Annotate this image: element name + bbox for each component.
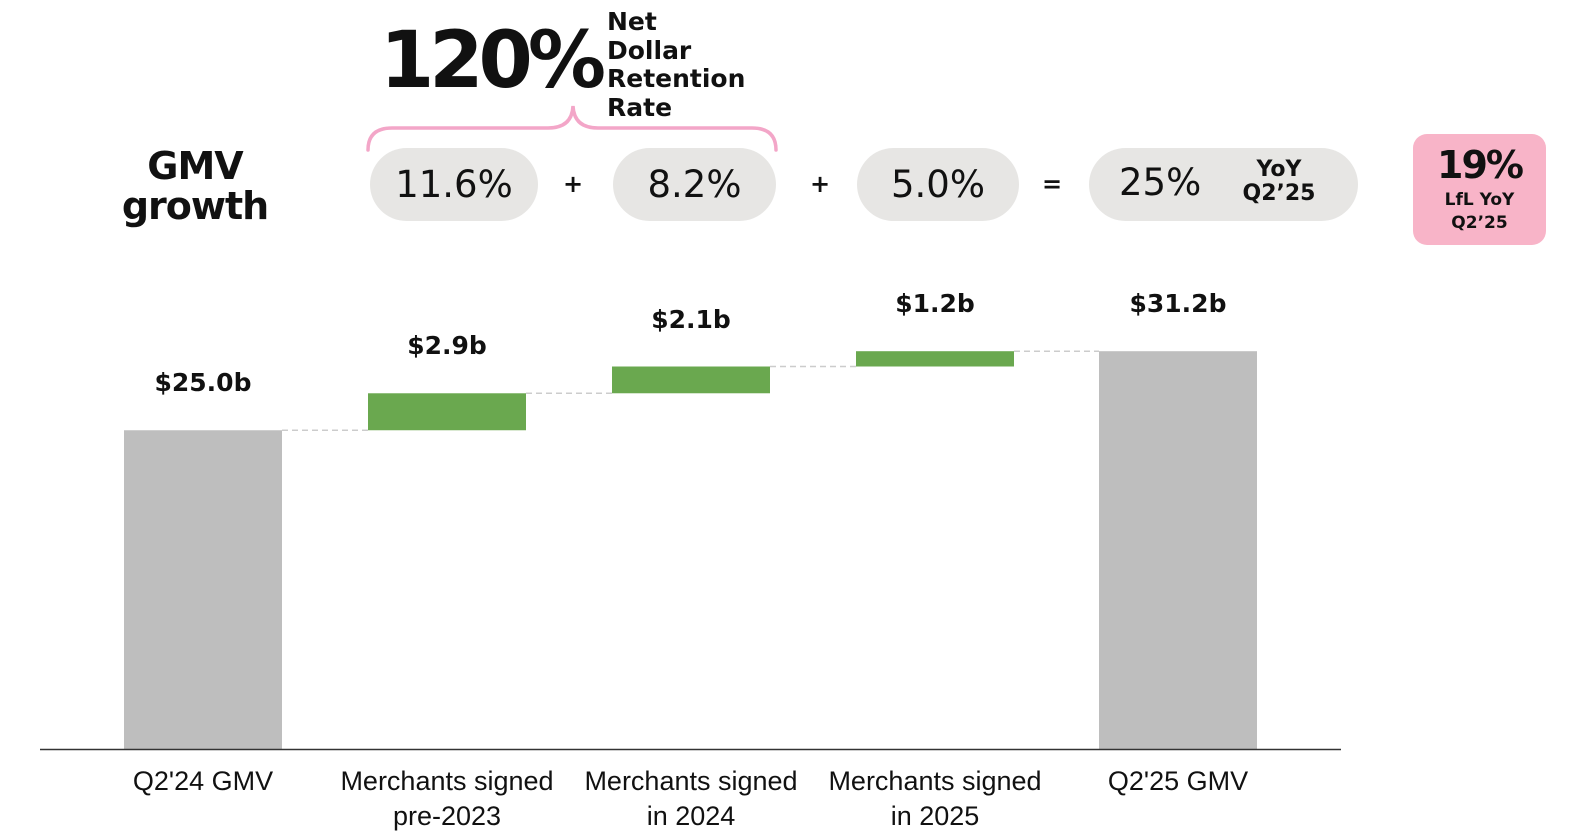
increase-bar	[856, 351, 1014, 367]
yoy-suffix: YoY Q2’25	[1229, 158, 1329, 206]
gmv-growth-line2: growth	[121, 184, 269, 228]
plus-operator: +	[562, 170, 584, 198]
pill-2024-growth: 8.2%	[613, 148, 776, 221]
lfl-yoy-badge: 19% LfL YoY Q2’25	[1413, 134, 1546, 245]
pill-total-yoy: 25% YoY Q2’25	[1089, 148, 1358, 221]
x-tick-label-line: in 2024	[646, 801, 736, 831]
ndr-label-line: Dollar	[607, 35, 692, 65]
yoy-suffix-line2: Q2’25	[1242, 181, 1316, 206]
total-bar	[1099, 351, 1257, 749]
bar-value-label: $25.0b	[154, 368, 252, 398]
increase-bar	[612, 366, 770, 394]
lfl-value: 19%	[1437, 143, 1524, 187]
ndr-label-line: Retention	[607, 64, 746, 93]
x-tick-label: Merchants signed in 2024	[571, 764, 811, 834]
x-tick-label-line: Merchants signed	[828, 766, 1042, 796]
bar-value-label: $1.2b	[895, 289, 975, 319]
x-tick-label: Q2'24 GMV	[83, 764, 323, 799]
total-bar	[124, 430, 282, 749]
pill-pre2023-growth: 11.6%	[370, 148, 538, 221]
bar-value-label: $2.1b	[651, 304, 731, 334]
x-tick-label: Q2'25 GMV	[1058, 764, 1298, 799]
lfl-line2: Q2’25	[1451, 213, 1508, 233]
ndr-value: 120%	[380, 16, 606, 106]
x-tick-label-line: Q2'24 GMV	[132, 766, 274, 796]
equals-operator: =	[1041, 170, 1063, 198]
lfl-line1: LfL YoY	[1444, 190, 1515, 210]
x-tick-label-line: pre-2023	[392, 801, 502, 831]
ndr-label: Net Dollar Retention Rate	[607, 7, 767, 122]
pill-value: 8.2%	[647, 163, 742, 206]
bar-value-label: $31.2b	[1129, 289, 1227, 319]
bar-value-label: $2.9b	[407, 331, 487, 361]
increase-bar	[368, 393, 526, 431]
ndr-label-line: Net	[607, 7, 657, 36]
x-tick-label-line: Merchants signed	[584, 766, 798, 796]
ndr-label-line: Rate	[607, 92, 673, 122]
x-tick-label: Merchants signed pre-2023	[327, 764, 567, 834]
pill-value: 11.6%	[395, 163, 513, 206]
pill-value: 25%	[1119, 161, 1202, 204]
pill-value: 5.0%	[891, 163, 985, 206]
ndr-brace	[366, 105, 778, 152]
x-tick-label-line: in 2025	[890, 801, 980, 831]
yoy-suffix-line1: YoY	[1256, 157, 1302, 182]
gmv-growth-line1: GMV	[147, 144, 243, 188]
plus-operator: +	[809, 170, 831, 198]
x-tick-label-line: Merchants signed	[340, 766, 554, 796]
pill-2025-growth: 5.0%	[857, 148, 1019, 221]
x-tick-label-line: Q2'25 GMV	[1107, 766, 1249, 796]
ndr-brace-path	[366, 105, 778, 152]
x-tick-label: Merchants signed in 2025	[815, 764, 1055, 834]
gmv-growth-title: GMV growth	[110, 146, 280, 226]
